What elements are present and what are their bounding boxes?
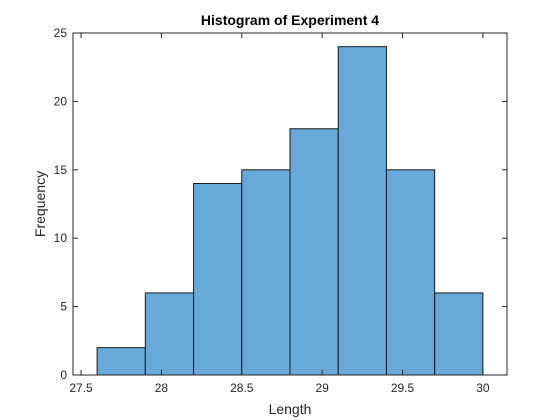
histogram-bar-2 xyxy=(144,292,195,376)
plot-frame xyxy=(72,32,508,376)
chart-title: Histogram of Experiment 4 xyxy=(201,12,379,28)
y-tick-label: 15 xyxy=(54,163,68,177)
x-tick-label: 29.5 xyxy=(391,381,415,395)
histogram-bar-8 xyxy=(434,292,484,376)
histogram-bar-6 xyxy=(337,46,387,376)
y-tick-label: 0 xyxy=(60,368,67,382)
y-tick-label: 25 xyxy=(54,26,68,40)
x-tick-label: 28 xyxy=(155,381,169,395)
bars-group xyxy=(96,46,484,376)
x-axis-ticks: 27.5 28 28.5 29 29.5 30 xyxy=(69,33,490,395)
y-axis-ticks: 0 5 10 15 20 25 xyxy=(54,26,507,382)
x-axis-label: Length xyxy=(269,401,312,417)
histogram-bar-1 xyxy=(96,347,146,376)
x-tick-label: 29 xyxy=(315,381,329,395)
x-tick-label: 27.5 xyxy=(69,381,93,395)
y-tick-label: 20 xyxy=(54,94,68,108)
histogram-bar-3 xyxy=(193,182,243,376)
histogram-bar-5 xyxy=(289,128,339,376)
histogram-bar-7 xyxy=(385,169,436,376)
x-tick-label: 28.5 xyxy=(230,381,254,395)
y-axis-label: Frequency xyxy=(32,171,48,237)
y-tick-label: 10 xyxy=(54,231,68,245)
x-tick-label: 30 xyxy=(476,381,490,395)
y-tick-label: 5 xyxy=(60,300,67,314)
histogram-bar-4 xyxy=(241,169,291,376)
